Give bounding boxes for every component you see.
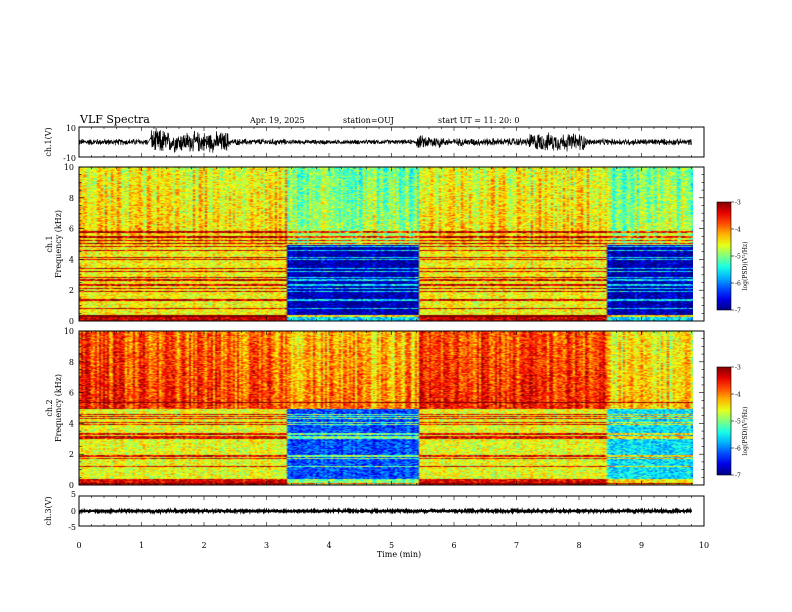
ch1-ytick-bottom: -10 xyxy=(63,154,76,163)
ch2-colorbar-tick-label: -3 xyxy=(735,365,741,372)
ch2-spectrogram-ticks: 0 2 4 6 8 10 xyxy=(64,327,705,490)
ch2-colorbar-tick-label: -6 xyxy=(735,446,741,453)
ch1-frequency-ylabel: Frequency (kHz) xyxy=(54,210,63,278)
ch1-colorbar-tick-label: -3 xyxy=(735,200,741,207)
ch1-colorbar-tick-label: -6 xyxy=(735,281,741,288)
ch2-spectrogram-ytick-label: 0 xyxy=(69,481,74,490)
ch2-spectrogram-ytick-label: 10 xyxy=(64,327,74,336)
ch1-spectrogram-ytick-label: 6 xyxy=(69,225,74,234)
ch3-ytick-label: 5 xyxy=(71,490,76,499)
ch1-spectrogram-ticks: 0 2 4 6 8 10 xyxy=(64,163,705,326)
ch1-colorbar-tick-label: -4 xyxy=(735,227,741,234)
ch3-waveform-ylabel: ch.3(V) xyxy=(44,496,53,525)
ch2-frequency-ylabel: Frequency (kHz) xyxy=(54,374,63,442)
ch2-spectrogram-image xyxy=(79,331,693,485)
ch2-spectrogram-ytick-label: 8 xyxy=(69,358,74,367)
time-tick-label: 5 xyxy=(389,541,394,550)
ch3-ytick-label: -5 xyxy=(68,523,76,532)
time-tick-label: 2 xyxy=(201,541,206,550)
time-tick-label: 9 xyxy=(639,541,644,550)
ch1-spectrogram-ytick-label: 10 xyxy=(64,163,74,172)
ch2-spectrogram-panel: 0 2 4 6 8 10 ch.2 Frequency (kHz) xyxy=(45,327,705,490)
ch1-colorbar-bar xyxy=(716,201,732,311)
ch1-ytick-top: 10 xyxy=(66,124,76,133)
ch1-spectrogram-ytick-label: 2 xyxy=(69,286,74,295)
ch1-spectrogram-panel: 0 2 4 6 8 10 ch.1 Frequency (kHz) xyxy=(45,163,705,326)
ch3-waveform-ticks: 5 0 -5 xyxy=(68,490,705,532)
ch1-waveform-ticks xyxy=(78,127,705,157)
time-tick-label: 10 xyxy=(699,541,709,550)
ch1-channel-label: ch.1 xyxy=(45,235,54,252)
time-tick-label: 6 xyxy=(451,541,456,550)
ch1-colorbar-label: log(PSD)(V²/Hz) xyxy=(742,242,749,291)
ch3-waveform-trace xyxy=(78,506,693,516)
ch1-spectrogram-ytick-label: 8 xyxy=(69,194,74,203)
ch1-colorbar-tick-label: -7 xyxy=(735,308,741,315)
time-tick-label: 0 xyxy=(76,541,81,550)
ch2-colorbar-tick-label: -7 xyxy=(735,473,741,480)
ch1-spectrogram-ytick-label: 4 xyxy=(69,255,74,264)
ch2-spectrogram-ytick-label: 6 xyxy=(69,389,74,398)
time-axis-label: Time (min) xyxy=(377,550,421,559)
ch2-colorbar-bar xyxy=(716,366,732,476)
ch1-spectrogram-image xyxy=(79,167,693,321)
time-tick-label: 8 xyxy=(576,541,581,550)
ch2-spectrogram-ytick-label: 2 xyxy=(69,450,74,459)
ch1-waveform-panel: 10 -10 ch.1(V) xyxy=(44,124,705,163)
ch2-colorbar: -3 -4 -5 -6 -7 log(PSD)(V²/Hz) xyxy=(716,365,749,480)
ch3-ytick-label: 0 xyxy=(71,507,76,516)
ch2-colorbar-tick-label: -5 xyxy=(735,419,741,426)
figure-title: VLF Spectra xyxy=(79,113,150,126)
ch1-waveform-line xyxy=(78,127,692,153)
ch1-waveform-ylabel: ch.1(V) xyxy=(44,127,53,156)
ch2-channel-label: ch.2 xyxy=(45,399,54,416)
ch1-spectrogram-ytick-label: 0 xyxy=(69,317,74,326)
ch2-colorbar-tick-label: -4 xyxy=(735,392,741,399)
ch2-colorbar-label: log(PSD)(V²/Hz) xyxy=(742,407,749,456)
ch1-colorbar-tick-label: -5 xyxy=(735,254,741,261)
ch2-spectrogram-ytick-label: 4 xyxy=(69,419,74,428)
time-axis: 0 1 2 3 4 5 6 7 8 9 10 xyxy=(76,541,709,550)
figure-start-time: start UT = 11: 20: 0 xyxy=(438,116,519,125)
time-tick-label: 1 xyxy=(139,541,144,550)
time-tick-label: 3 xyxy=(264,541,269,550)
ch3-waveform-line xyxy=(78,506,693,516)
ch1-colorbar: -3 -4 -5 -6 -7 log(PSD)(V²/Hz) xyxy=(716,200,749,315)
time-tick-label: 4 xyxy=(326,541,331,550)
figure-date: Apr. 19, 2025 xyxy=(249,116,305,125)
ch3-waveform-panel: 5 0 -5 ch.3(V) xyxy=(44,490,705,532)
figure-station: station=OUJ xyxy=(343,116,394,125)
time-tick-label: 7 xyxy=(514,541,519,550)
ch1-waveform-trace xyxy=(78,127,692,153)
